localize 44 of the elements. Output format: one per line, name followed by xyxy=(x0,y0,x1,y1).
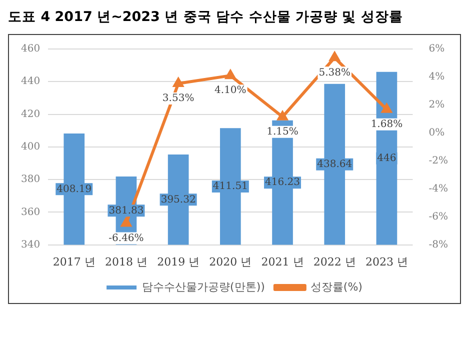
data-label: 438.64 xyxy=(317,158,352,170)
legend-label: 성장률(%) xyxy=(310,280,362,294)
y2-tick-label: -2% xyxy=(428,155,448,166)
data-label: 411.51 xyxy=(212,181,248,192)
x-tick-label: 2020 년 xyxy=(209,255,252,268)
data-label: 5.38% xyxy=(318,67,351,78)
point xyxy=(382,104,392,113)
point xyxy=(330,52,340,62)
y-tick-label: 400 xyxy=(20,141,40,152)
y2-tick-label: -4% xyxy=(428,183,448,194)
y-tick-label: 420 xyxy=(20,108,40,120)
data-label: 416.23 xyxy=(265,177,300,188)
data-label: 1.68% xyxy=(370,119,403,130)
data-label: 395.32 xyxy=(160,194,196,206)
y-tick-label: 380 xyxy=(20,174,40,186)
point xyxy=(278,111,288,120)
x-tick-label: 2021 년 xyxy=(261,255,304,268)
y-tick-label: 460 xyxy=(20,44,40,55)
x-tick-label: 2018 년 xyxy=(104,255,148,268)
data-label: 3.53% xyxy=(162,93,194,104)
data-label: 446 xyxy=(377,152,396,164)
x-tick-label: 2023 년 xyxy=(365,255,408,268)
y-tick-label: 340 xyxy=(20,239,40,250)
y2-tick-label: 2% xyxy=(428,100,445,111)
chart-title: 도표 4 2017 년~2023 년 중국 담수 수산물 가공량 및 성장률 xyxy=(8,8,404,26)
data-label: 4.10% xyxy=(214,85,246,96)
y2-tick-label: 6% xyxy=(428,44,445,55)
y2-tick-label: -6% xyxy=(428,211,448,222)
y-tick-label: 440 xyxy=(20,76,40,88)
x-tick-label: 2022 년 xyxy=(313,255,356,268)
point xyxy=(225,70,236,80)
data-label: -6.46% xyxy=(108,232,144,244)
data-label: 1.15% xyxy=(266,126,298,138)
point xyxy=(121,218,132,227)
y2-tick-label: 0% xyxy=(428,128,445,139)
y2-tick-label: -8% xyxy=(428,239,448,250)
data-label: 408.19 xyxy=(56,184,92,195)
x-tick-label: 2017 년 xyxy=(52,255,96,268)
data-label: 381.83 xyxy=(108,205,144,216)
y-tick-label: 360 xyxy=(20,206,40,218)
legend-label: 담수수산물가공량(만톤)) xyxy=(142,280,265,294)
y2-tick-label: 4% xyxy=(428,72,445,83)
point xyxy=(173,78,184,88)
x-tick-label: 2019 년 xyxy=(157,255,200,268)
